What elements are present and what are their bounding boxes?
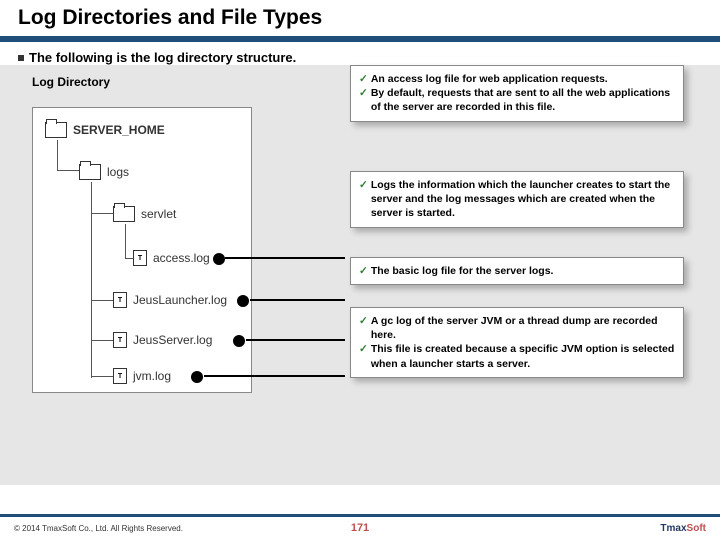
callout-text: This file is created because a specific … — [371, 342, 675, 370]
connector-line — [246, 339, 345, 341]
folder-node: SERVER_HOME — [45, 122, 165, 138]
page-number: 171 — [351, 522, 369, 534]
check-icon: ✓ — [359, 314, 368, 342]
file-node: Tjvm.log — [113, 368, 171, 384]
node-label: SERVER_HOME — [73, 123, 165, 137]
file-icon: T — [113, 292, 127, 308]
content-area: Log Directory SERVER_HOMElogs servlet Tacc… — [0, 65, 720, 485]
title-bar: Log Directories and File Types — [0, 0, 720, 34]
left-panel: Log Directory SERVER_HOMElogs servlet Tacc… — [32, 75, 342, 393]
callout-text: Logs the information which the launcher … — [371, 178, 675, 221]
callout-item: ✓An access log file for web application … — [359, 72, 675, 86]
folder-icon — [79, 164, 101, 180]
tree-line — [91, 182, 92, 378]
tree-line — [57, 170, 79, 171]
file-node: Taccess.log — [133, 250, 210, 266]
footer-logo: TmaxSoft — [660, 523, 706, 534]
callout-box: ✓The basic log file for the server logs. — [350, 257, 684, 285]
directory-tree: SERVER_HOMElogsservletTaccess.logTJeusLa… — [32, 107, 252, 393]
connector-line — [204, 375, 345, 377]
tree-line — [125, 224, 126, 258]
callout-text: By default, requests that are sent to al… — [371, 86, 675, 114]
folder-node: servlet — [113, 206, 176, 222]
panel-title: Log Directory — [32, 75, 342, 89]
folder-icon — [45, 122, 67, 138]
copyright-text: © 2014 TmaxSoft Co., Ltd. All Rights Res… — [14, 524, 183, 533]
node-label: access.log — [153, 251, 210, 265]
bullet-icon — [18, 55, 24, 61]
file-icon: T — [133, 250, 147, 266]
tree-line — [91, 376, 113, 377]
callout-text: An access log file for web application r… — [371, 72, 675, 86]
callout-box: ✓An access log file for web application … — [350, 65, 684, 122]
check-icon: ✓ — [359, 264, 368, 278]
subtitle-row: The following is the log directory struc… — [0, 42, 720, 65]
node-label: servlet — [141, 207, 176, 221]
node-label: jvm.log — [133, 369, 171, 383]
callout-text: A gc log of the server JVM or a thread d… — [371, 314, 675, 342]
tree-line — [57, 140, 58, 170]
file-node: T JeusServer.log — [113, 332, 212, 348]
node-label: logs — [107, 165, 129, 179]
tree-line — [91, 213, 113, 214]
callout-item: ✓By default, requests that are sent to a… — [359, 86, 675, 114]
callout-item: ✓A gc log of the server JVM or a thread … — [359, 314, 675, 342]
callout-box: ✓Logs the information which the launcher… — [350, 171, 684, 228]
check-icon: ✓ — [359, 72, 368, 86]
file-icon: T — [113, 332, 127, 348]
node-label: JeusLauncher.log — [133, 293, 227, 307]
connector-line — [250, 299, 345, 301]
connector-dot — [191, 371, 203, 383]
tree-line — [91, 300, 113, 301]
callout-text: The basic log file for the server logs. — [371, 264, 675, 278]
connector-line — [225, 257, 345, 259]
connector-dot — [237, 295, 249, 307]
callout-box: ✓A gc log of the server JVM or a thread … — [350, 307, 684, 378]
tree-line — [91, 340, 113, 341]
connector-dot — [213, 253, 225, 265]
folder-node: logs — [79, 164, 129, 180]
check-icon: ✓ — [359, 178, 368, 221]
check-icon: ✓ — [359, 342, 368, 370]
tree-line — [125, 258, 133, 259]
file-icon: T — [113, 368, 127, 384]
callout-item: ✓Logs the information which the launcher… — [359, 178, 675, 221]
callout-item: ✓This file is created because a specific… — [359, 342, 675, 370]
file-node: T JeusLauncher.log — [113, 292, 227, 308]
node-label: JeusServer.log — [133, 333, 212, 347]
callout-item: ✓The basic log file for the server logs. — [359, 264, 675, 278]
subtitle-text: The following is the log directory struc… — [29, 50, 296, 65]
connector-dot — [233, 335, 245, 347]
footer: © 2014 TmaxSoft Co., Ltd. All Rights Res… — [0, 514, 720, 540]
slide-title: Log Directories and File Types — [18, 6, 702, 30]
check-icon: ✓ — [359, 86, 368, 114]
folder-icon — [113, 206, 135, 222]
